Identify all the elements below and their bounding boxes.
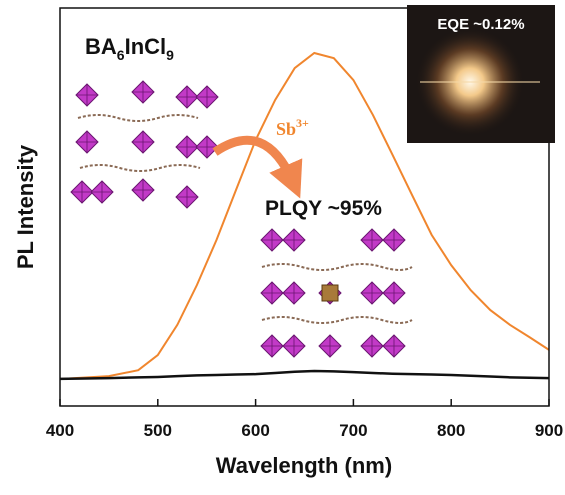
doping-arrow [212,135,303,199]
frame [59,7,550,407]
x-tick-label: 700 [339,421,367,440]
host-part: BA [85,34,117,59]
host-label: BA6InCl9 [85,34,174,63]
plqy-label: PLQY ~95% [265,197,382,220]
x-tick-label: 500 [144,421,172,440]
x-tick-label: 800 [437,421,465,440]
x-tick-label: 400 [46,421,74,440]
host-sub: 9 [166,47,174,63]
x-axis-label: Wavelength (nm) [216,453,392,478]
x-tick-label: 600 [241,421,269,440]
plot-area [59,51,550,381]
dopant-sup: 3+ [296,116,309,130]
structure-doped [260,228,413,358]
series-line [59,369,550,381]
x-tick-label: 900 [535,421,563,440]
y-axis-label: PL Intensity [13,144,38,269]
dopant-label: Sb3+ [276,116,309,139]
dopant-part: Sb [276,119,296,139]
series-line [59,51,550,380]
structure-undoped [70,80,219,209]
host-sub: 6 [117,47,125,63]
eqe-label: EQE ~0.12% [437,16,524,33]
host-part: InCl [125,34,167,59]
